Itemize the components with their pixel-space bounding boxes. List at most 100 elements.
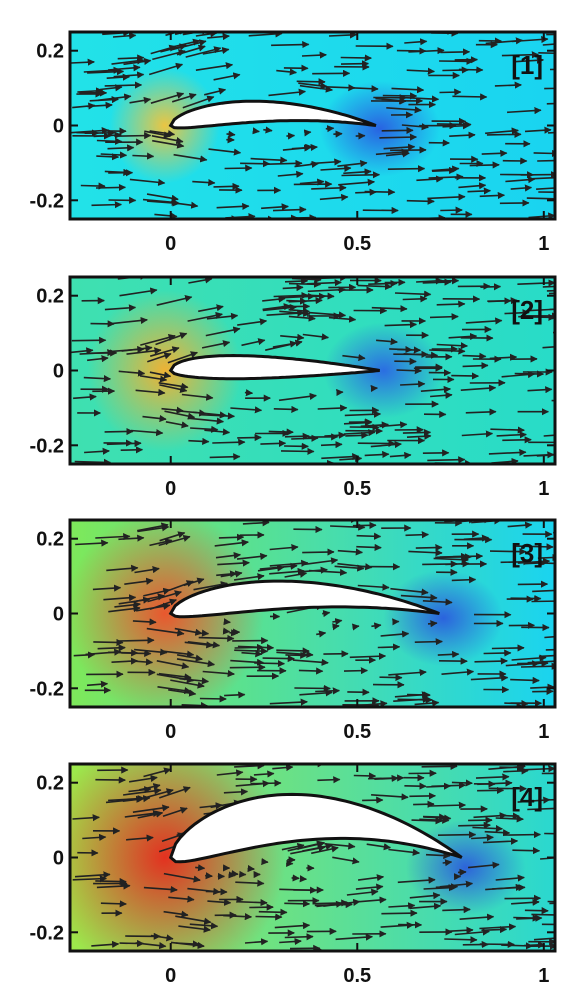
velocity-arrow: [319, 193, 349, 202]
velocity-arrow: [340, 54, 372, 62]
velocity-arrow: [159, 531, 186, 542]
velocity-arrow: [223, 618, 231, 626]
velocity-arrow: [91, 201, 123, 209]
airfoil-outline: [168, 792, 463, 864]
velocity-arrow: [325, 125, 335, 133]
velocity-arrow: [277, 170, 304, 178]
velocity-arrow: [216, 570, 238, 578]
velocity-arrow: [189, 922, 219, 930]
velocity-arrow: [479, 940, 515, 949]
velocity-arrow: [142, 414, 167, 423]
velocity-arrow: [470, 674, 509, 682]
vector-field-panel: 0.2 0 -0.2 0 0.5 1 [3]: [30, 518, 557, 743]
velocity-arrow: [314, 900, 353, 909]
velocity-arrow: [483, 649, 512, 657]
velocity-arrow: [268, 88, 307, 97]
velocity-arrow: [146, 627, 185, 637]
velocity-arrow: [371, 305, 408, 313]
velocity-arrow: [96, 882, 131, 890]
x-tick-label: 0.5: [343, 478, 371, 500]
velocity-arrow: [73, 651, 96, 659]
velocity-arrow: [104, 81, 143, 89]
velocity-arrow: [436, 120, 472, 129]
velocity-arrow: [397, 696, 433, 704]
velocity-arrow: [163, 872, 201, 883]
velocity-arrow: [480, 283, 502, 291]
velocity-arrow: [108, 605, 141, 613]
velocity-arrow: [523, 451, 555, 459]
velocity-arrow: [479, 923, 517, 931]
velocity-arrow: [338, 178, 376, 186]
velocity-arrow: [377, 643, 401, 651]
velocity-arrow: [178, 925, 211, 933]
velocity-arrow: [279, 886, 318, 894]
velocity-arrow: [152, 49, 186, 61]
velocity-arrow: [320, 441, 343, 449]
velocity-arrow: [170, 679, 205, 689]
velocity-arrow: [351, 623, 360, 631]
velocity-arrow: [546, 102, 555, 105]
velocity-arrow: [74, 458, 112, 464]
velocity-arrow: [274, 922, 311, 930]
velocity-arrow: [515, 543, 554, 551]
velocity-arrow: [223, 788, 249, 796]
velocity-arrows: [70, 277, 555, 464]
velocity-arrow: [402, 428, 432, 437]
velocity-arrow: [427, 193, 466, 201]
velocity-arrow: [528, 212, 555, 219]
velocity-arrow: [198, 634, 235, 643]
velocity-arrow: [124, 577, 154, 585]
velocity-arrow: [107, 144, 135, 152]
velocity-arrow: [162, 806, 188, 818]
velocity-arrow: [356, 543, 382, 552]
velocity-arrow: [199, 802, 223, 810]
velocity-arrow: [148, 62, 184, 76]
velocity-arrow: [490, 426, 525, 434]
velocity-arrow: [74, 871, 111, 879]
velocity-arrow: [154, 212, 178, 219]
trailing-edge-region: [383, 569, 504, 666]
velocity-arrow: [87, 68, 125, 76]
velocity-arrow: [333, 130, 343, 138]
velocity-arrow: [416, 277, 443, 285]
velocity-arrow: [280, 333, 305, 341]
velocity-arrow: [228, 871, 236, 879]
velocity-arrow: [156, 660, 190, 670]
velocity-arrow: [316, 630, 327, 638]
velocity-arrows: [70, 32, 555, 219]
y-tick-label: -0.2: [30, 190, 64, 212]
velocity-arrow: [235, 879, 265, 887]
velocity-arrow: [496, 431, 527, 439]
velocity-arrow: [288, 314, 316, 322]
vector-field-panel: 0.2 0 -0.2 0 0.5 1 [4]: [30, 762, 557, 987]
velocity-arrow: [419, 816, 450, 824]
velocity-arrow: [462, 362, 489, 370]
velocity-arrow: [503, 767, 529, 775]
velocity-arrow: [117, 636, 155, 644]
velocity-arrow: [217, 559, 250, 567]
velocity-arrow: [440, 206, 463, 214]
velocity-arrow: [386, 106, 422, 114]
velocity-arrow: [343, 429, 376, 437]
velocity-arrow: [409, 892, 441, 900]
velocity-arrow: [262, 303, 298, 312]
velocity-arrow: [449, 131, 476, 139]
velocity-arrow: [452, 93, 488, 101]
velocity-arrow: [357, 583, 390, 591]
velocity-arrow: [540, 857, 555, 860]
velocity-arrow: [240, 160, 271, 168]
velocity-arrow: [356, 532, 382, 540]
velocity-arrow: [167, 351, 198, 364]
velocity-arrow: [527, 807, 555, 811]
velocity-arrow: [213, 182, 240, 190]
velocity-arrow: [284, 570, 308, 578]
velocity-arrow: [462, 352, 487, 360]
velocity-arrow: [501, 370, 536, 379]
velocity-arrow: [349, 652, 387, 660]
velocity-arrow: [71, 336, 107, 344]
velocity-arrow: [368, 774, 405, 782]
velocity-arrow: [332, 623, 340, 631]
velocity-arrow: [223, 913, 253, 921]
velocity-arrow: [241, 338, 266, 347]
velocity-arrow: [287, 840, 325, 852]
